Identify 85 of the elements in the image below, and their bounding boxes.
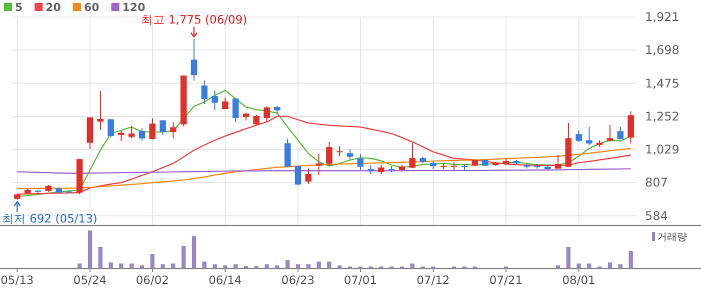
bar bbox=[192, 236, 196, 268]
bar bbox=[171, 264, 176, 268]
bar bbox=[264, 264, 269, 268]
bar bbox=[576, 264, 581, 268]
bar bbox=[88, 230, 92, 268]
candlestick bbox=[149, 118, 156, 140]
bar bbox=[150, 254, 154, 268]
bar bbox=[566, 247, 570, 268]
bar bbox=[296, 264, 300, 268]
candlestick bbox=[284, 138, 291, 168]
candlestick bbox=[357, 154, 364, 170]
y-tick-label: 1,698 bbox=[645, 43, 680, 58]
legend-label: 거래량 bbox=[657, 232, 687, 243]
candlestick bbox=[201, 80, 208, 104]
y-tick-label: 1,475 bbox=[645, 76, 680, 90]
x-tick-label: 05/24 bbox=[73, 273, 107, 287]
candlestick bbox=[305, 168, 312, 184]
candlestick bbox=[409, 142, 416, 169]
candlestick bbox=[212, 90, 218, 111]
candlestick bbox=[118, 130, 124, 142]
bar bbox=[275, 265, 280, 268]
bar bbox=[223, 265, 228, 268]
annotation: 최저 692 (05/13) bbox=[2, 212, 98, 226]
x-tick-label: 06/14 bbox=[208, 273, 242, 287]
candlestick bbox=[160, 120, 166, 136]
bar bbox=[410, 264, 414, 268]
bar bbox=[608, 262, 612, 268]
candlestick bbox=[316, 154, 322, 176]
y-tick-label: 1,029 bbox=[645, 142, 680, 157]
candlestick bbox=[108, 118, 114, 138]
legend-label: 60 bbox=[84, 1, 100, 14]
bar bbox=[98, 247, 102, 268]
bar bbox=[628, 251, 633, 268]
bar bbox=[182, 246, 186, 268]
bar bbox=[327, 262, 332, 268]
bar bbox=[316, 262, 321, 268]
candlestick bbox=[232, 98, 239, 122]
candlestick bbox=[606, 124, 614, 142]
y-tick-label: 584 bbox=[645, 208, 668, 223]
bar bbox=[202, 262, 206, 268]
bar bbox=[618, 264, 622, 268]
candlestick bbox=[346, 148, 354, 160]
candlestick bbox=[170, 122, 176, 138]
legend-label: 120 bbox=[122, 1, 146, 14]
candlestick bbox=[128, 125, 135, 139]
bar bbox=[234, 264, 238, 268]
y-tick-label: 1,921 bbox=[645, 10, 680, 24]
bar bbox=[556, 265, 560, 268]
bar bbox=[212, 264, 217, 268]
bar bbox=[306, 264, 310, 268]
line-series bbox=[16, 116, 632, 195]
x-tick-label: 05/13 bbox=[0, 273, 34, 287]
candlestick bbox=[294, 166, 302, 186]
candlestick bbox=[336, 146, 343, 157]
y-tick-label: 1,252 bbox=[645, 109, 680, 124]
candlestick bbox=[576, 130, 582, 143]
bar bbox=[119, 264, 124, 268]
x-tick-label: 07/12 bbox=[416, 273, 450, 287]
candlestick bbox=[253, 114, 260, 125]
candlestick bbox=[586, 126, 592, 146]
candlestick bbox=[264, 106, 270, 122]
legend-label: 20 bbox=[46, 1, 62, 14]
candlestick bbox=[138, 128, 146, 142]
x-tick-label: 06/23 bbox=[281, 273, 315, 287]
candlestick bbox=[617, 126, 624, 140]
candlestick bbox=[554, 154, 562, 170]
x-tick-label: 07/21 bbox=[489, 273, 523, 287]
x-tick-label: 07/01 bbox=[344, 273, 377, 287]
bar bbox=[587, 264, 592, 268]
bar bbox=[108, 262, 113, 268]
candlestick bbox=[190, 38, 198, 81]
candlestick bbox=[97, 90, 104, 130]
bar bbox=[140, 265, 144, 268]
bar bbox=[338, 265, 342, 268]
candlestick bbox=[326, 141, 332, 167]
bar bbox=[286, 260, 290, 268]
bar bbox=[78, 264, 82, 268]
candlestick bbox=[628, 110, 634, 144]
y-tick-label: 807 bbox=[645, 176, 668, 190]
x-tick-label: 08/01 bbox=[562, 273, 596, 287]
bar bbox=[130, 264, 134, 268]
x-tick-label: 06/02 bbox=[136, 273, 169, 287]
bar bbox=[160, 264, 165, 268]
legend-label: 5 bbox=[15, 1, 23, 14]
annotation: 최고 1,775 (06/09) bbox=[140, 12, 248, 27]
